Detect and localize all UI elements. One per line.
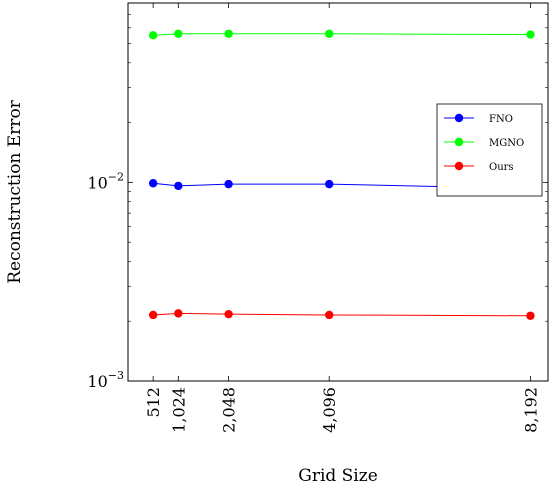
data-point (526, 30, 535, 39)
x-axis-title: Grid Size (298, 466, 378, 486)
data-point (174, 309, 183, 318)
legend-label: FNO (489, 114, 513, 125)
data-point (325, 29, 334, 38)
x-ticks (152, 3, 531, 381)
legend-marker (454, 161, 464, 171)
data-point (224, 179, 233, 189)
plot-frame (127, 2, 549, 382)
y-tick-label: 10−2 (87, 170, 124, 192)
data-point (325, 310, 334, 320)
data-point (148, 179, 158, 188)
legend-box (436, 103, 543, 197)
series-layer (148, 29, 535, 320)
data-point (148, 310, 158, 320)
series-line (153, 312, 531, 317)
x-tick-label: 8,192 (521, 387, 540, 433)
x-tick-label: 2,048 (220, 387, 239, 433)
legend-marker (454, 137, 464, 147)
data-point (174, 29, 183, 38)
data-point (148, 31, 158, 40)
data-point (526, 311, 535, 320)
y-tick-label: 10−3 (87, 369, 124, 391)
data-point (325, 179, 334, 189)
y-major-ticks (128, 181, 548, 382)
legend-label: Ours (489, 162, 514, 173)
data-point (174, 181, 183, 191)
x-tick-label: 1,024 (169, 387, 188, 433)
y-tick-labels: 10−3 10−2 (87, 170, 124, 391)
x-tick-label: 4,096 (320, 387, 339, 433)
legend: FNO MGNO Ours (436, 103, 543, 197)
y-axis-title: Reconstruction Error (5, 99, 25, 283)
legend-marker (454, 113, 464, 123)
data-point (224, 29, 233, 38)
series-line (153, 33, 531, 36)
legend-label: MGNO (489, 138, 524, 149)
x-tick-label: 512 (144, 387, 163, 418)
x-tick-labels: 512 1,024 2,048 4,096 8,192 (144, 387, 540, 433)
data-point (224, 309, 233, 319)
